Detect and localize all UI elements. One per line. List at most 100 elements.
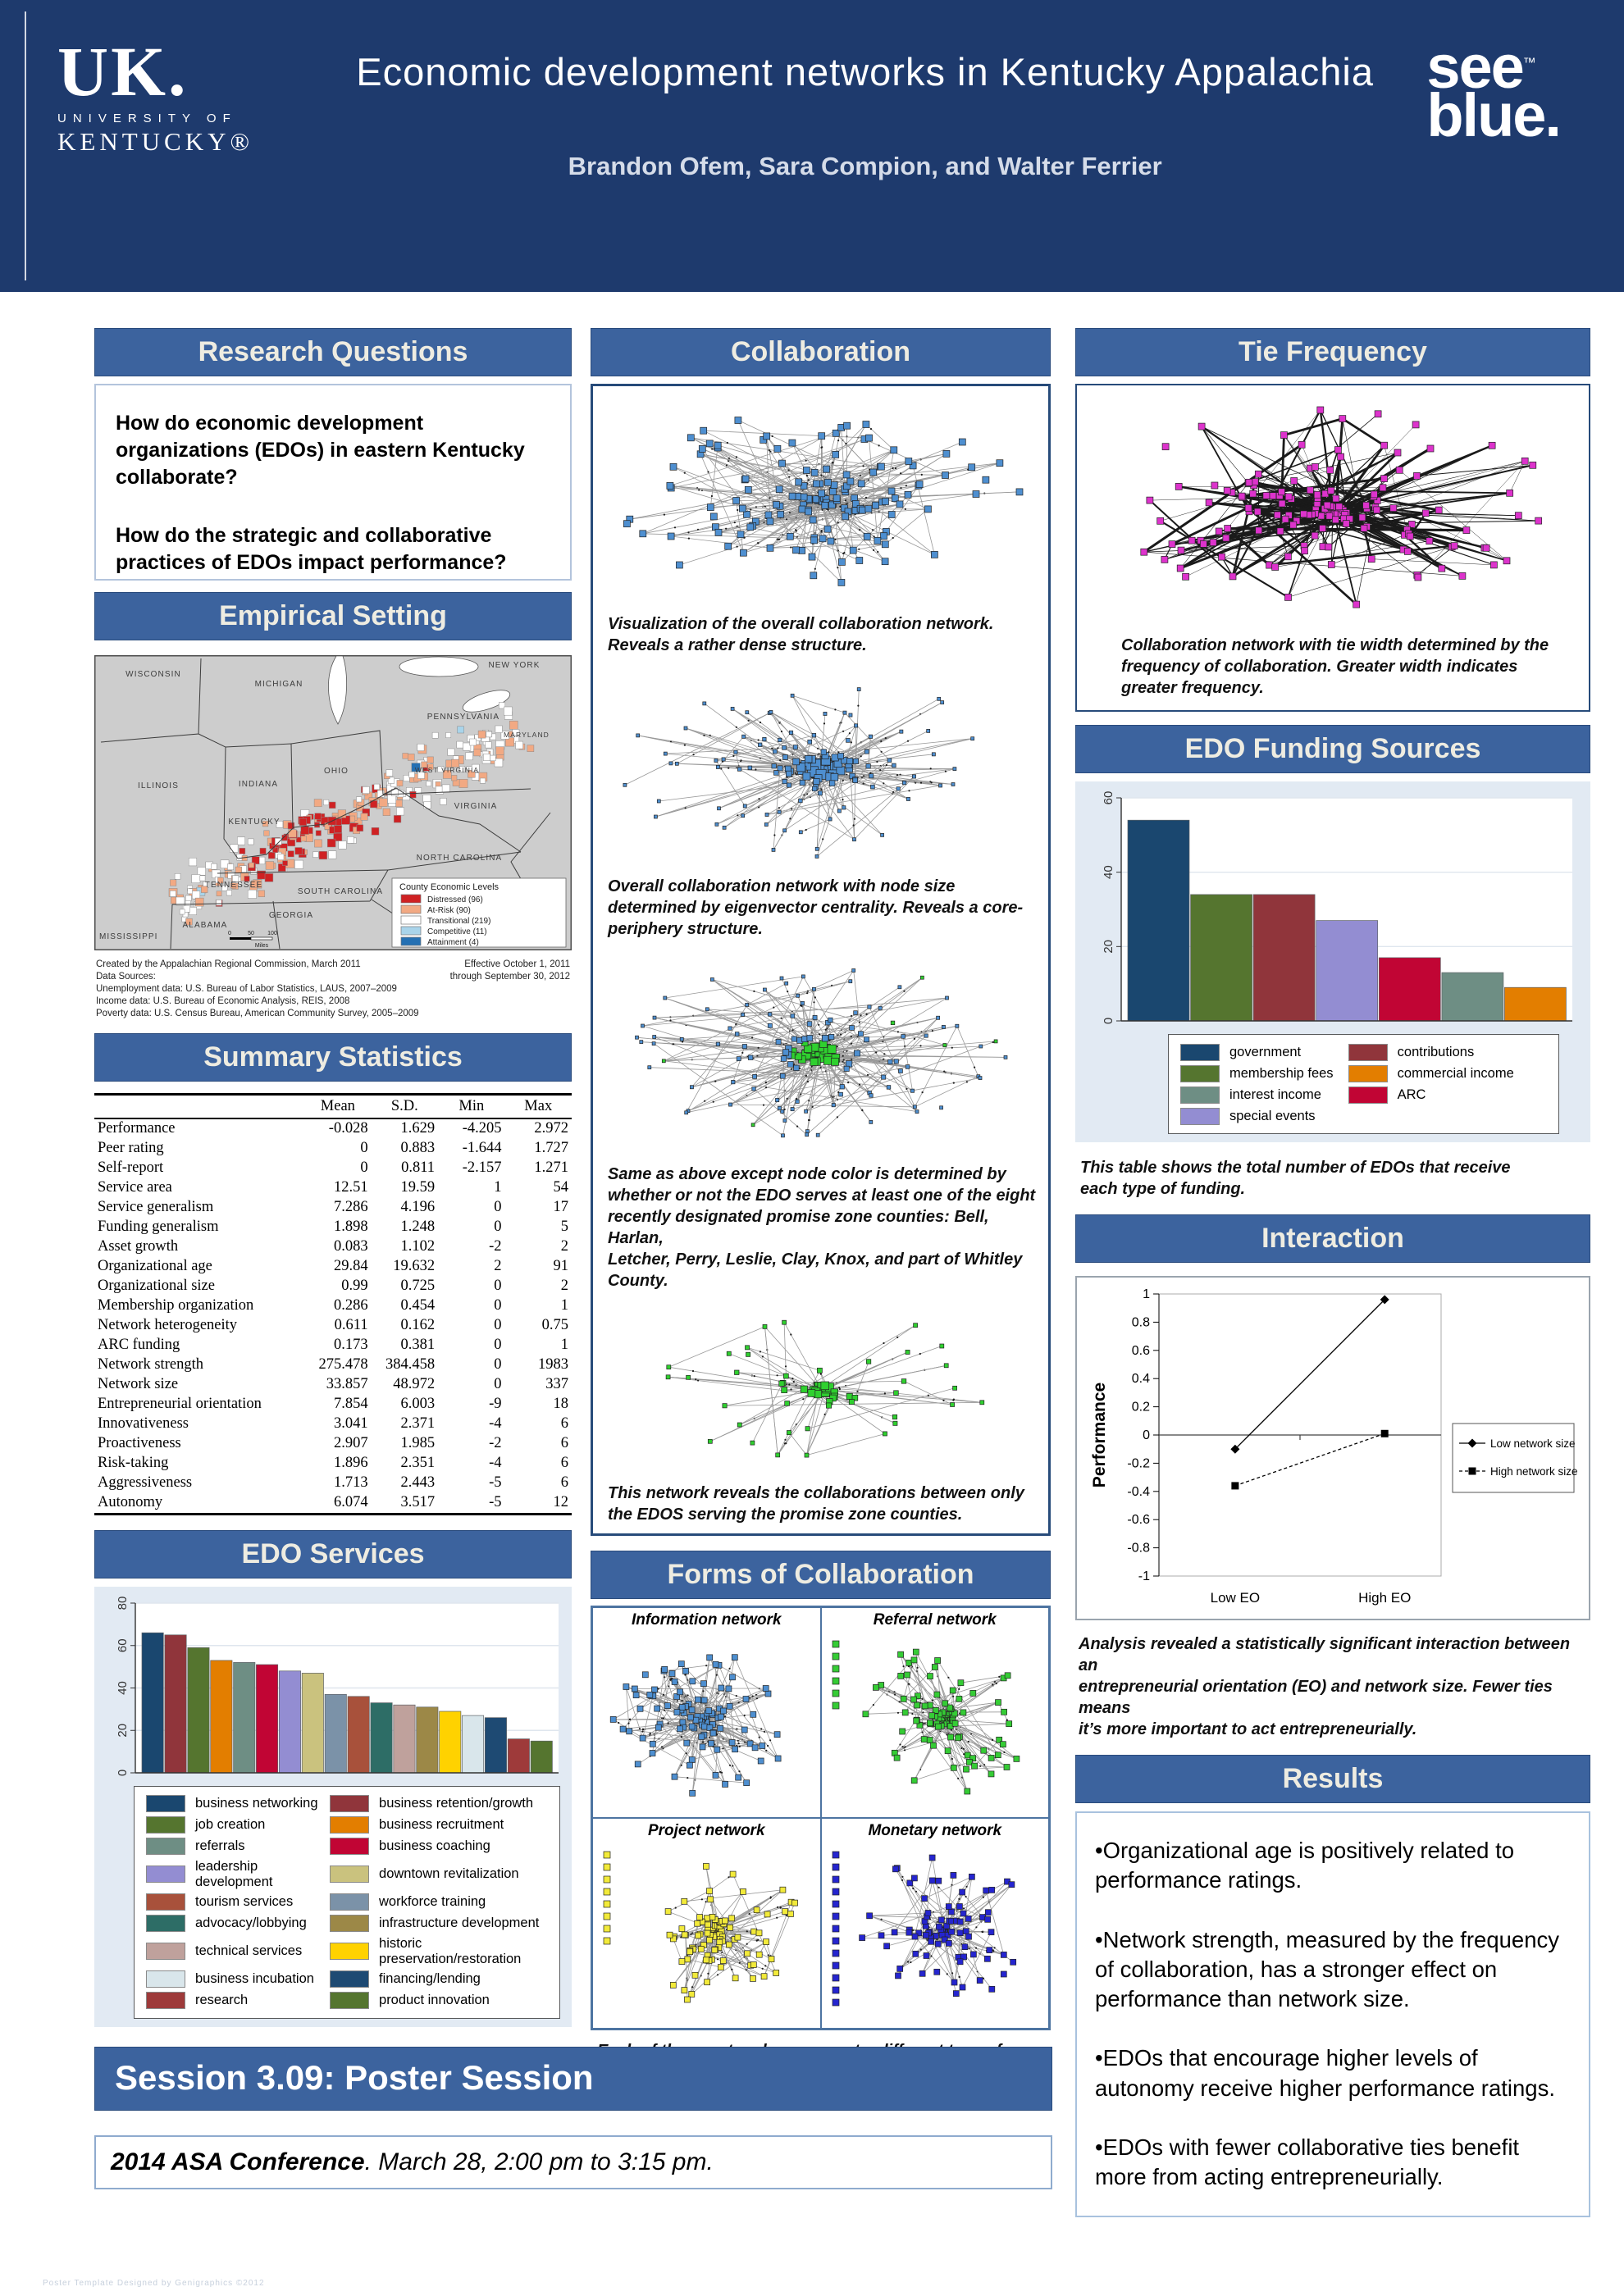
legend-label: research	[195, 1993, 249, 2008]
svg-text:MISSISSIPPI: MISSISSIPPI	[99, 932, 158, 941]
project-network-figure	[595, 1842, 819, 2023]
table-row: Asset growth 0.083 1.102 -2 2	[98, 1238, 568, 1255]
svg-text:KENTUCKY: KENTUCKY	[228, 818, 280, 827]
svg-text:TENNESSEE: TENNESSEE	[205, 881, 262, 890]
svg-text:VIRGINIA: VIRGINIA	[454, 802, 498, 811]
section-header-collaboration: Collaboration	[591, 328, 1051, 376]
promise-zone-only-network-figure	[593, 1301, 1048, 1478]
table-row: Network heterogeneity 0.611 0.162 0 0.75	[98, 1317, 568, 1334]
legend-swatch	[330, 1992, 370, 2010]
information-network-panel: Information network	[592, 1607, 821, 1818]
legend-label: membership fees	[1229, 1065, 1334, 1081]
legend-label: historic preservation/restoration	[379, 1935, 522, 1966]
left-column: Research Questions How do economic devel…	[94, 328, 572, 2086]
legend-label: government	[1229, 1044, 1302, 1059]
svg-text:60: 60	[116, 1638, 130, 1652]
table-row: ARC funding 0.173 0.381 0 1	[98, 1337, 568, 1354]
legend-swatch	[1180, 1107, 1220, 1125]
referral-network-label: Referral network	[873, 1611, 997, 1629]
legend-swatch	[146, 1795, 185, 1813]
research-question-1: How do economic development organization…	[116, 412, 525, 489]
table-row: Funding generalism 1.898 1.248 0 5	[98, 1219, 568, 1236]
svg-text:PENNSYLVANIA: PENNSYLVANIA	[427, 713, 500, 722]
edo-services-chart-panel: 0 20 40 60 80 business networking business re…	[94, 1586, 572, 2027]
legend-item: workforce training	[330, 1893, 548, 1911]
legend-item: financing/lending	[330, 1970, 548, 1988]
trademark-symbol: ™	[1522, 56, 1536, 71]
result-bullet: •Network strength, measured by the frequ…	[1095, 1926, 1560, 2012]
edo-funding-caption: This table shows the total number of EDO…	[1080, 1159, 1511, 1198]
edo-services-bar-chart: 0 20 40 60 80	[101, 1595, 565, 1779]
legend-item: product innovation	[330, 1992, 548, 2010]
tie-frequency-caption: Collaboration network with tie width det…	[1121, 636, 1549, 697]
edo-funding-chart-panel: 0 20 40 60 government contributions membershi…	[1075, 781, 1590, 1142]
svg-text:Attainment (4): Attainment (4)	[427, 938, 479, 947]
conference-datetime: . March 28, 2:00 pm to 3:15 pm.	[364, 2148, 714, 2175]
table-row: Service area 12.51 19.59 1 54	[98, 1179, 568, 1196]
legend-item: infrastructure development	[330, 1915, 548, 1933]
collaboration-figures-box: Visualization of the overall collaborati…	[591, 384, 1051, 1536]
content-columns: Research Questions How do economic devel…	[0, 292, 1624, 2217]
right-column: Tie Frequency Collaboration network with…	[1075, 328, 1590, 2217]
map-source-right: Effective October 1, 2011 through Septem…	[449, 959, 570, 982]
map-source-left: Created by the Appalachian Regional Comm…	[96, 959, 419, 1018]
poster-authors: Brandon Ofem, Sara Compion, and Walter F…	[568, 152, 1162, 180]
section-header-summary-statistics: Summary Statistics	[94, 1032, 572, 1082]
interaction-caption: Analysis revealed a statistically signif…	[1079, 1635, 1571, 1738]
legend-label: business retention/growth	[379, 1796, 534, 1811]
legend-item: job creation	[146, 1816, 325, 1834]
legend-item: business retention/growth	[330, 1795, 548, 1813]
interaction-line-chart: -1 -0.8 -0.6 -0.4 -0.2 0 0.2 0.4 0.6 0.8 1 Low EO Hi…	[1082, 1282, 1584, 1614]
legend-label: interest income	[1229, 1086, 1321, 1102]
svg-text:ILLINOIS: ILLINOIS	[138, 781, 179, 790]
result-bullet: •EDOs that encourage higher levels of au…	[1095, 2045, 1555, 2101]
tie-frequency-box: Collaboration network with tie width det…	[1075, 384, 1590, 712]
eigenvector-network-figure	[593, 666, 1048, 871]
uk-logo-university-of: UNIVERSITY OF	[57, 112, 237, 125]
svg-text:NEW YORK: NEW YORK	[488, 661, 540, 670]
svg-text:50: 50	[248, 931, 254, 936]
svg-text:Competitive (11): Competitive (11)	[427, 927, 487, 936]
legend-swatch	[330, 1970, 370, 1988]
legend-item: business coaching	[330, 1838, 548, 1856]
legend-label: product innovation	[379, 1993, 490, 2008]
result-bullet: •Organizational age is positively relate…	[1095, 1838, 1515, 1893]
monetary-network-figure	[823, 1842, 1047, 2023]
legend-swatch	[1348, 1043, 1388, 1061]
svg-text:80: 80	[116, 1596, 130, 1610]
svg-text:MARYLAND: MARYLAND	[504, 731, 550, 739]
legend-label: advocacy/lobbying	[195, 1916, 307, 1931]
svg-text:20: 20	[116, 1724, 130, 1738]
table-row: Organizational size 0.99 0.725 0 2	[98, 1278, 568, 1295]
uk-logo-kentucky: KENTUCKY®	[57, 127, 254, 156]
legend-item: interest income	[1180, 1086, 1343, 1104]
legend-item: special events	[1180, 1107, 1343, 1125]
masthead-center: Economic development networks in Kentuck…	[303, 0, 1426, 181]
legend-item	[1348, 1107, 1547, 1125]
table-row: Entrepreneurial orientation 7.854 6.003 -9 1…	[98, 1396, 568, 1413]
svg-text:Miles: Miles	[255, 943, 269, 949]
uk-logo-mark: UK.	[57, 32, 189, 111]
table-row: Innovativeness 3.041 2.371 -4 6	[98, 1415, 568, 1433]
table-row: Service generalism 7.286 4.196 0 17	[98, 1199, 568, 1216]
legend-label: referrals	[195, 1838, 245, 1854]
legend-swatch	[1348, 1064, 1388, 1082]
legend-swatch	[330, 1893, 370, 1911]
collaboration-network-figure	[593, 391, 1048, 608]
svg-text:Transitional (219): Transitional (219)	[427, 917, 490, 926]
legend-swatch	[146, 1970, 185, 1988]
svg-text:NORTH CAROLINA: NORTH CAROLINA	[417, 854, 503, 863]
legend-item: business networking	[146, 1795, 325, 1813]
legend-swatch	[146, 1866, 185, 1884]
interaction-chart-box: -1 -0.8 -0.6 -0.4 -0.2 0 0.2 0.4 0.6 0.8 1 Low EO Hi…	[1075, 1276, 1590, 1620]
legend-item: contributions	[1348, 1043, 1547, 1061]
table-row: Network size 33.857 48.972 0 337	[98, 1376, 568, 1393]
result-bullet: •EDOs with fewer collaborative ties bene…	[1095, 2134, 1520, 2190]
section-header-interaction: Interaction	[1075, 1214, 1590, 1263]
legend-swatch	[146, 1992, 185, 2010]
legend-swatch	[330, 1866, 370, 1884]
legend-swatch	[330, 1943, 370, 1961]
table-row: Organizational age 29.84 19.632 2 91	[98, 1258, 568, 1275]
uk-logo: UK. UNIVERSITY OF KENTUCKY®	[57, 36, 303, 157]
